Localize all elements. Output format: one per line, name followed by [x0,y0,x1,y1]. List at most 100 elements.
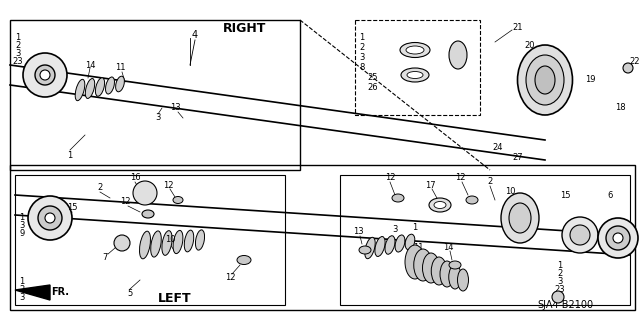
Text: SJA4-B2100: SJA4-B2100 [537,300,593,310]
Circle shape [28,196,72,240]
Text: 9: 9 [19,229,24,239]
Text: 11: 11 [413,242,423,251]
Ellipse shape [406,46,424,54]
Circle shape [114,235,130,251]
Text: 15: 15 [560,191,570,201]
Ellipse shape [422,253,440,283]
Ellipse shape [449,261,461,269]
Text: 1: 1 [360,33,365,42]
Text: 20: 20 [525,41,535,49]
Ellipse shape [142,210,154,218]
Circle shape [598,218,638,258]
Ellipse shape [95,78,104,96]
Ellipse shape [116,76,124,92]
Circle shape [133,181,157,205]
Text: 1: 1 [19,213,24,222]
Circle shape [552,291,564,303]
Ellipse shape [509,203,531,233]
Circle shape [23,53,67,97]
Text: FR.: FR. [51,287,69,297]
Ellipse shape [449,265,461,289]
Ellipse shape [407,71,423,78]
Ellipse shape [401,68,429,82]
Ellipse shape [195,230,205,250]
Ellipse shape [385,236,395,254]
Circle shape [40,70,50,80]
Text: 1: 1 [19,278,24,286]
Ellipse shape [237,256,251,264]
Text: 1: 1 [557,261,563,270]
Text: 3: 3 [359,54,365,63]
Ellipse shape [106,77,115,94]
Text: 8: 8 [359,63,365,72]
Text: 2: 2 [15,41,20,50]
Ellipse shape [359,246,371,254]
Ellipse shape [526,55,564,105]
Text: 6: 6 [607,190,612,199]
Ellipse shape [140,231,150,259]
Text: 3: 3 [19,293,25,302]
Ellipse shape [518,45,573,115]
Text: 2: 2 [557,269,563,278]
Text: 12: 12 [225,273,236,283]
Text: 1: 1 [15,33,20,42]
Text: 19: 19 [585,76,595,85]
Text: 26: 26 [368,84,378,93]
Ellipse shape [405,234,415,250]
Text: 23: 23 [13,57,23,66]
Ellipse shape [405,245,425,279]
Text: 25: 25 [368,73,378,83]
Circle shape [38,206,62,230]
Ellipse shape [395,235,405,252]
Ellipse shape [162,231,172,255]
Text: 21: 21 [513,24,524,33]
Text: 15: 15 [67,204,77,212]
Text: 14: 14 [84,61,95,70]
Polygon shape [15,285,50,300]
Circle shape [623,63,633,73]
Text: 14: 14 [443,242,453,251]
Ellipse shape [173,197,183,204]
Circle shape [35,65,55,85]
Text: 3: 3 [557,277,563,286]
Text: 3: 3 [15,49,20,58]
Ellipse shape [365,237,375,259]
Ellipse shape [431,257,447,285]
Text: 12: 12 [455,174,465,182]
Text: RIGHT: RIGHT [223,21,267,34]
Ellipse shape [449,41,467,69]
Circle shape [562,217,598,253]
Text: 2: 2 [19,286,24,294]
Text: 2: 2 [488,177,493,187]
Text: 12: 12 [120,197,131,206]
Text: 2: 2 [360,43,365,53]
Text: 3: 3 [19,221,25,231]
Text: 4: 4 [192,30,198,40]
Text: 24: 24 [493,144,503,152]
Ellipse shape [434,202,446,209]
Text: 18: 18 [614,103,625,113]
Text: 5: 5 [127,288,132,298]
Text: 2: 2 [97,183,102,192]
Text: 1: 1 [412,222,418,232]
Ellipse shape [85,78,95,99]
Circle shape [45,213,55,223]
Ellipse shape [429,198,451,212]
Ellipse shape [375,236,385,256]
Text: LEFT: LEFT [158,292,192,305]
Ellipse shape [150,231,161,257]
Ellipse shape [535,66,555,94]
Text: 13: 13 [170,103,180,113]
Ellipse shape [501,193,539,243]
Text: 3: 3 [392,226,397,234]
Ellipse shape [400,42,430,57]
Circle shape [606,226,630,250]
Text: 17: 17 [425,181,435,189]
Text: 10: 10 [505,188,515,197]
Text: 7: 7 [102,254,108,263]
Text: 23: 23 [555,285,565,293]
Ellipse shape [184,230,194,252]
Text: 12: 12 [163,181,173,189]
Text: 22: 22 [630,57,640,66]
Circle shape [613,233,623,243]
